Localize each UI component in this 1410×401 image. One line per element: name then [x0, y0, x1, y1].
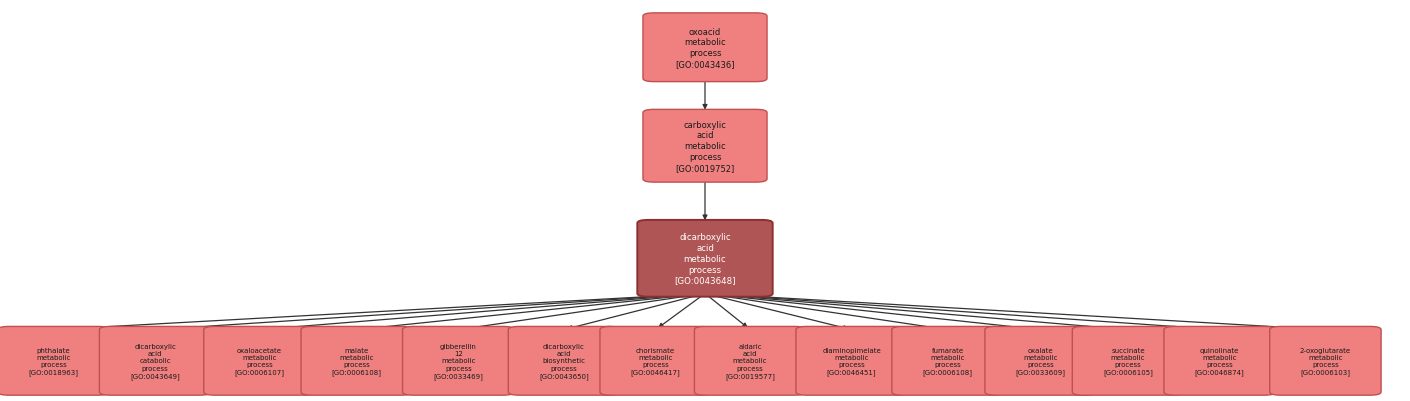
FancyBboxPatch shape: [643, 110, 767, 183]
FancyBboxPatch shape: [637, 221, 773, 297]
Text: aldaric
acid
metabolic
process
[GO:0019577]: aldaric acid metabolic process [GO:00195…: [725, 343, 776, 379]
Text: carboxylic
acid
metabolic
process
[GO:0019752]: carboxylic acid metabolic process [GO:00…: [675, 120, 735, 172]
FancyBboxPatch shape: [797, 326, 908, 395]
Text: oxalate
metabolic
process
[GO:0033609]: oxalate metabolic process [GO:0033609]: [1015, 347, 1066, 375]
FancyBboxPatch shape: [403, 326, 513, 395]
Text: dicarboxylic
acid
biosynthetic
process
[GO:0043650]: dicarboxylic acid biosynthetic process […: [539, 343, 589, 379]
Text: diaminopimelate
metabolic
process
[GO:0046451]: diaminopimelate metabolic process [GO:00…: [822, 347, 881, 375]
FancyBboxPatch shape: [643, 14, 767, 83]
FancyBboxPatch shape: [695, 326, 807, 395]
Text: 2-oxoglutarate
metabolic
process
[GO:0006103]: 2-oxoglutarate metabolic process [GO:000…: [1300, 347, 1351, 375]
FancyBboxPatch shape: [509, 326, 620, 395]
Text: fumarate
metabolic
process
[GO:0006108]: fumarate metabolic process [GO:0006108]: [922, 347, 973, 375]
FancyBboxPatch shape: [203, 326, 316, 395]
Text: chorismate
metabolic
process
[GO:0046417]: chorismate metabolic process [GO:0046417…: [630, 347, 681, 375]
Text: succinate
metabolic
process
[GO:0006105]: succinate metabolic process [GO:0006105]: [1103, 347, 1153, 375]
FancyBboxPatch shape: [601, 326, 711, 395]
Text: dicarboxylic
acid
metabolic
process
[GO:0043648]: dicarboxylic acid metabolic process [GO:…: [674, 233, 736, 285]
Text: oxaloacetate
metabolic
process
[GO:0006107]: oxaloacetate metabolic process [GO:00061…: [234, 347, 285, 375]
Text: phthalate
metabolic
process
[GO:0018963]: phthalate metabolic process [GO:0018963]: [28, 347, 79, 375]
Text: quinolinate
metabolic
process
[GO:0046874]: quinolinate metabolic process [GO:004687…: [1194, 347, 1245, 375]
FancyBboxPatch shape: [984, 326, 1097, 395]
Text: malate
metabolic
process
[GO:0006108]: malate metabolic process [GO:0006108]: [331, 347, 382, 375]
Text: dicarboxylic
acid
catabolic
process
[GO:0043649]: dicarboxylic acid catabolic process [GO:…: [130, 343, 180, 379]
Text: oxoacid
metabolic
process
[GO:0043436]: oxoacid metabolic process [GO:0043436]: [675, 28, 735, 69]
FancyBboxPatch shape: [1269, 326, 1380, 395]
FancyBboxPatch shape: [100, 326, 212, 395]
FancyBboxPatch shape: [302, 326, 412, 395]
FancyBboxPatch shape: [893, 326, 1004, 395]
Text: gibberellin
12
metabolic
process
[GO:0033469]: gibberellin 12 metabolic process [GO:003…: [433, 343, 484, 379]
FancyBboxPatch shape: [1073, 326, 1184, 395]
FancyBboxPatch shape: [1165, 326, 1276, 395]
FancyBboxPatch shape: [0, 326, 110, 395]
